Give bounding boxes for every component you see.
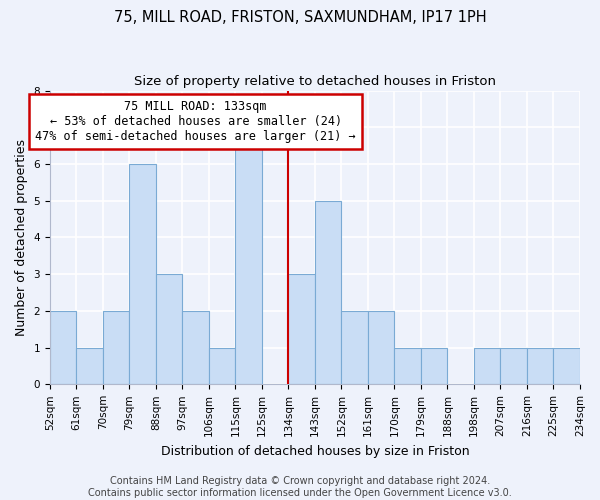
X-axis label: Distribution of detached houses by size in Friston: Distribution of detached houses by size … — [161, 444, 469, 458]
Y-axis label: Number of detached properties: Number of detached properties — [15, 139, 28, 336]
Bar — [103, 311, 130, 384]
Text: 75 MILL ROAD: 133sqm
← 53% of detached houses are smaller (24)
47% of semi-detac: 75 MILL ROAD: 133sqm ← 53% of detached h… — [35, 100, 356, 142]
Bar — [182, 311, 209, 384]
Bar — [235, 128, 262, 384]
Bar — [553, 348, 580, 385]
Bar — [315, 200, 341, 384]
Bar — [209, 348, 235, 385]
Text: Contains HM Land Registry data © Crown copyright and database right 2024.
Contai: Contains HM Land Registry data © Crown c… — [88, 476, 512, 498]
Title: Size of property relative to detached houses in Friston: Size of property relative to detached ho… — [134, 75, 496, 88]
Text: 75, MILL ROAD, FRISTON, SAXMUNDHAM, IP17 1PH: 75, MILL ROAD, FRISTON, SAXMUNDHAM, IP17… — [113, 10, 487, 25]
Bar — [500, 348, 527, 385]
Bar — [156, 274, 182, 384]
Bar — [76, 348, 103, 385]
Bar — [394, 348, 421, 385]
Bar — [421, 348, 448, 385]
Bar — [527, 348, 553, 385]
Bar — [289, 274, 315, 384]
Bar — [341, 311, 368, 384]
Bar — [130, 164, 156, 384]
Bar — [474, 348, 500, 385]
Bar — [50, 311, 76, 384]
Bar — [368, 311, 394, 384]
